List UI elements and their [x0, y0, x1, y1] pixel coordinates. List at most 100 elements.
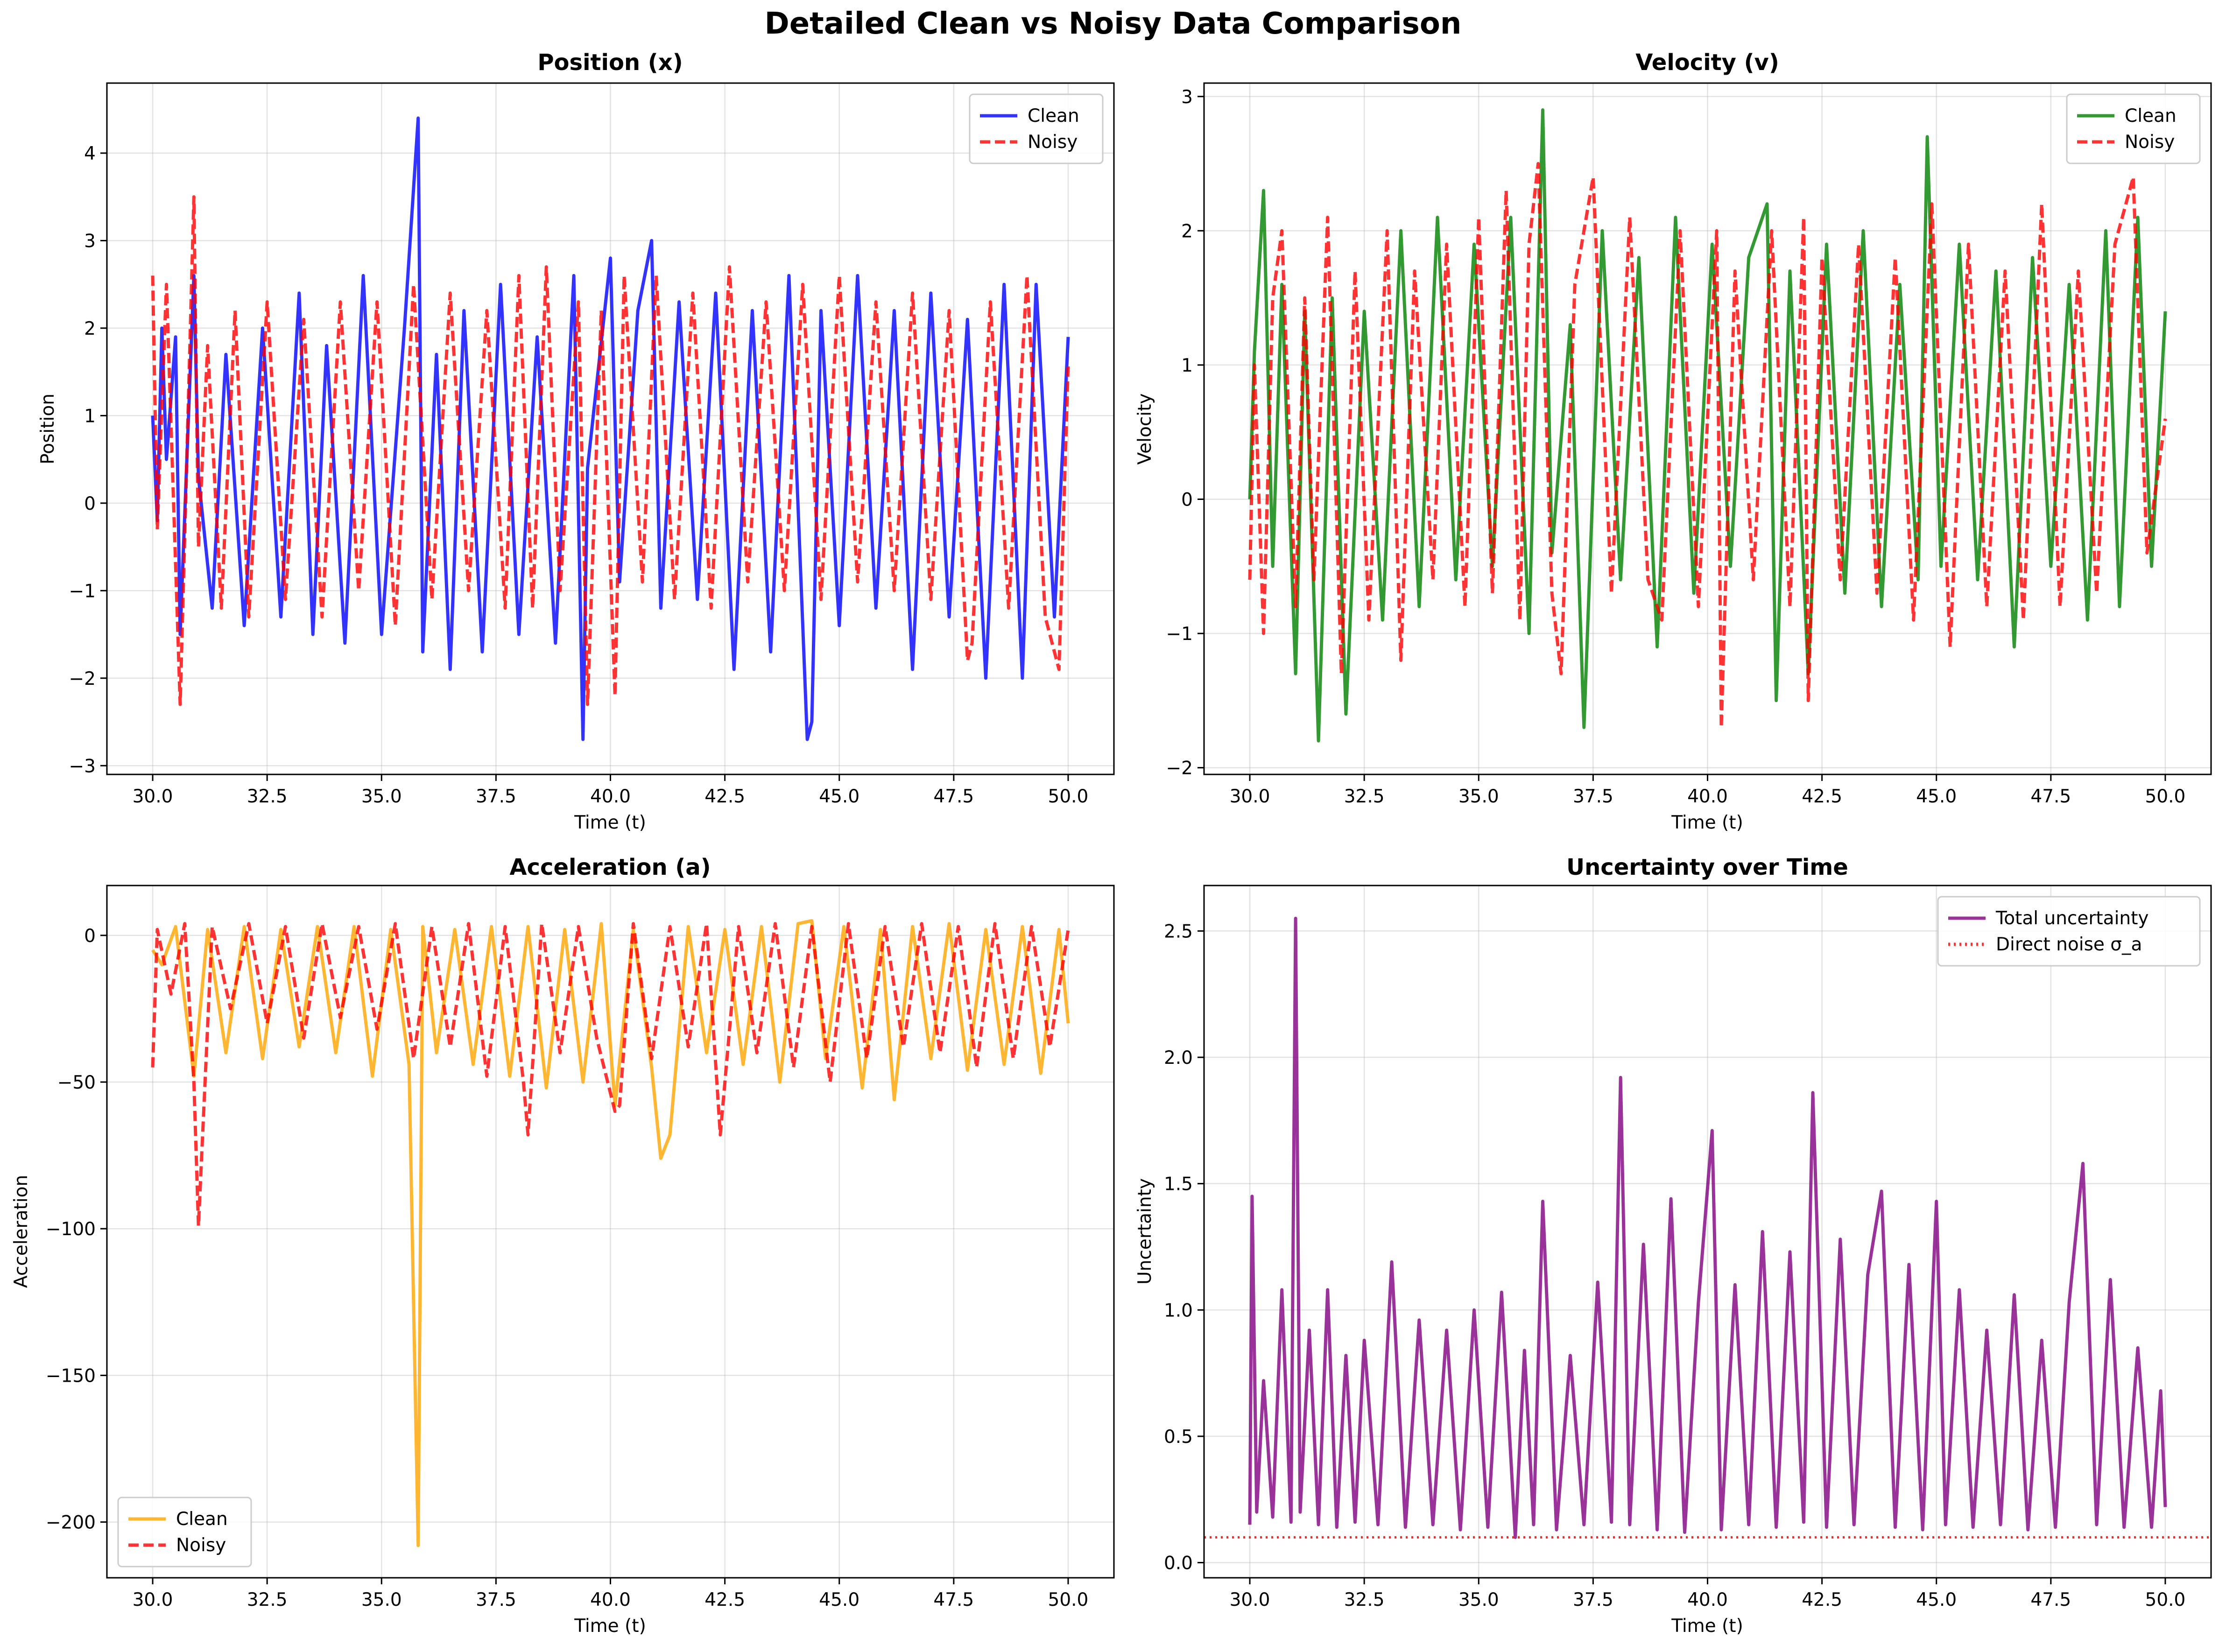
y-tick-label: 2.5 — [1164, 921, 1193, 942]
legend-label: Direct noise σ_a — [1996, 934, 2142, 955]
legend-label: Clean — [176, 1509, 228, 1530]
legend-label: Noisy — [1028, 132, 1078, 153]
y-tick-label: 2 — [1181, 221, 1193, 242]
x-tick-label: 32.5 — [247, 1589, 288, 1610]
series-line — [151, 922, 1070, 1228]
series-line — [151, 195, 1070, 706]
y-tick-label: 1 — [1181, 355, 1193, 376]
x-tick-label: 30.0 — [133, 786, 173, 807]
x-tick-label: 50.0 — [1048, 786, 1089, 807]
x-tick-label: 32.5 — [1344, 786, 1385, 807]
x-tick-label: 42.5 — [704, 1589, 745, 1610]
legend: Clean Noisy — [969, 93, 1104, 164]
legend-label: Noisy — [2125, 132, 2175, 153]
y-tick-label: −2 — [69, 668, 96, 689]
legend-box — [969, 93, 1104, 164]
y-axis-label: Uncertainty — [1134, 1178, 1155, 1285]
series-layer — [1204, 916, 2211, 1539]
panel-title: Uncertainty over Time — [1566, 854, 1848, 880]
legend-box — [2066, 93, 2201, 164]
panel-position: Position (x) Time (t) Position 30.0 32.5 3… — [37, 49, 1115, 833]
legend: Total uncertainty Direct noise σ_a — [1937, 896, 2201, 967]
series-line — [1248, 916, 2167, 1539]
x-axis-label: Time (t) — [1671, 1616, 1743, 1637]
y-tick-label: 1.5 — [1164, 1174, 1193, 1195]
x-axis-label: Time (t) — [574, 1616, 646, 1637]
x-tick-label: 37.5 — [1573, 786, 1613, 807]
ticks: 30.0 32.5 35.0 37.5 40.0 42.5 45.0 47.5 50.0 −200… — [46, 926, 1089, 1610]
x-tick-label: 35.0 — [361, 1589, 402, 1610]
x-tick-label: 30.0 — [1230, 786, 1270, 807]
y-tick-label: −3 — [69, 756, 96, 777]
x-tick-label: 50.0 — [2145, 786, 2186, 807]
y-tick-label: −150 — [46, 1365, 96, 1386]
x-tick-label: 47.5 — [2030, 786, 2071, 807]
x-tick-label: 50.0 — [1048, 1589, 1089, 1610]
x-tick-label: 37.5 — [476, 1589, 516, 1610]
figure-suptitle: Detailed Clean vs Noisy Data Comparison — [765, 7, 1462, 41]
x-tick-label: 37.5 — [476, 786, 516, 807]
legend: Clean Noisy — [117, 1497, 252, 1568]
x-tick-label: 40.0 — [1687, 786, 1728, 807]
x-tick-label: 42.5 — [1802, 1589, 1842, 1610]
grid — [107, 83, 1114, 774]
grid — [107, 886, 1114, 1578]
y-tick-label: −2 — [1166, 758, 1193, 779]
y-tick-label: 0 — [1181, 489, 1193, 510]
legend-label: Clean — [1028, 105, 1079, 127]
x-tick-label: 37.5 — [1573, 1589, 1613, 1610]
y-tick-label: 4 — [84, 143, 96, 164]
panel-title: Velocity (v) — [1635, 49, 1779, 76]
y-tick-label: 2.0 — [1164, 1047, 1193, 1069]
legend-box — [1937, 896, 2201, 967]
y-tick-label: −100 — [46, 1219, 96, 1240]
legend-label: Clean — [2125, 105, 2177, 127]
x-tick-label: 45.0 — [819, 1589, 859, 1610]
x-tick-label: 50.0 — [2145, 1589, 2186, 1610]
y-axis-label: Velocity — [1134, 394, 1155, 465]
x-tick-label: 47.5 — [933, 786, 974, 807]
x-tick-label: 32.5 — [1344, 1589, 1385, 1610]
panel-uncertainty: Uncertainty over Time Time (t) Uncertain… — [1134, 854, 2212, 1637]
y-tick-label: 0 — [84, 493, 96, 514]
ticks: 30.0 32.5 35.0 37.5 40.0 42.5 45.0 47.5 50.0 −3 −2… — [69, 143, 1089, 807]
y-tick-label: 3 — [84, 231, 96, 252]
series-layer — [151, 116, 1070, 741]
y-tick-label: −200 — [46, 1512, 96, 1533]
x-tick-label: 35.0 — [1458, 786, 1499, 807]
x-axis-label: Time (t) — [1671, 812, 1743, 833]
series-line — [1248, 108, 2167, 743]
y-axis-label: Acceleration — [11, 1175, 32, 1288]
x-tick-label: 47.5 — [2030, 1589, 2071, 1610]
x-tick-label: 30.0 — [133, 1589, 173, 1610]
x-tick-label: 45.0 — [819, 786, 859, 807]
ticks: 30.0 32.5 35.0 37.5 40.0 42.5 45.0 47.5 50.0 0.0 0… — [1164, 921, 2185, 1610]
x-tick-label: 40.0 — [590, 1589, 631, 1610]
y-tick-label: 1 — [84, 406, 96, 427]
legend-box — [117, 1497, 252, 1568]
ticks: 30.0 32.5 35.0 37.5 40.0 42.5 45.0 47.5 50.0 −2 −1… — [1166, 87, 2186, 807]
panel-title: Position (x) — [537, 49, 683, 76]
x-tick-label: 47.5 — [933, 1589, 974, 1610]
y-tick-label: 3 — [1181, 87, 1193, 108]
y-tick-label: 2 — [84, 318, 96, 339]
y-tick-label: 1.0 — [1164, 1300, 1193, 1321]
series-layer — [1248, 108, 2167, 743]
y-tick-label: 0.0 — [1164, 1553, 1193, 1574]
y-tick-label: −1 — [69, 581, 96, 602]
legend: Clean Noisy — [2066, 93, 2201, 164]
y-tick-label: −50 — [57, 1072, 96, 1093]
x-tick-label: 35.0 — [361, 786, 402, 807]
x-tick-label: 30.0 — [1230, 1589, 1270, 1610]
x-axis-label: Time (t) — [574, 812, 646, 833]
panel-velocity: Velocity (v) Time (t) Velocity 30.0 32.5 3… — [1134, 49, 2212, 833]
x-tick-label: 42.5 — [1802, 786, 1842, 807]
y-axis-label: Position — [37, 394, 58, 464]
series-line — [151, 116, 1070, 741]
y-tick-label: −1 — [1166, 624, 1193, 645]
x-tick-label: 32.5 — [247, 786, 288, 807]
x-tick-label: 40.0 — [1687, 1589, 1728, 1610]
legend-label: Total uncertainty — [1995, 908, 2149, 929]
y-tick-label: 0 — [84, 926, 96, 947]
